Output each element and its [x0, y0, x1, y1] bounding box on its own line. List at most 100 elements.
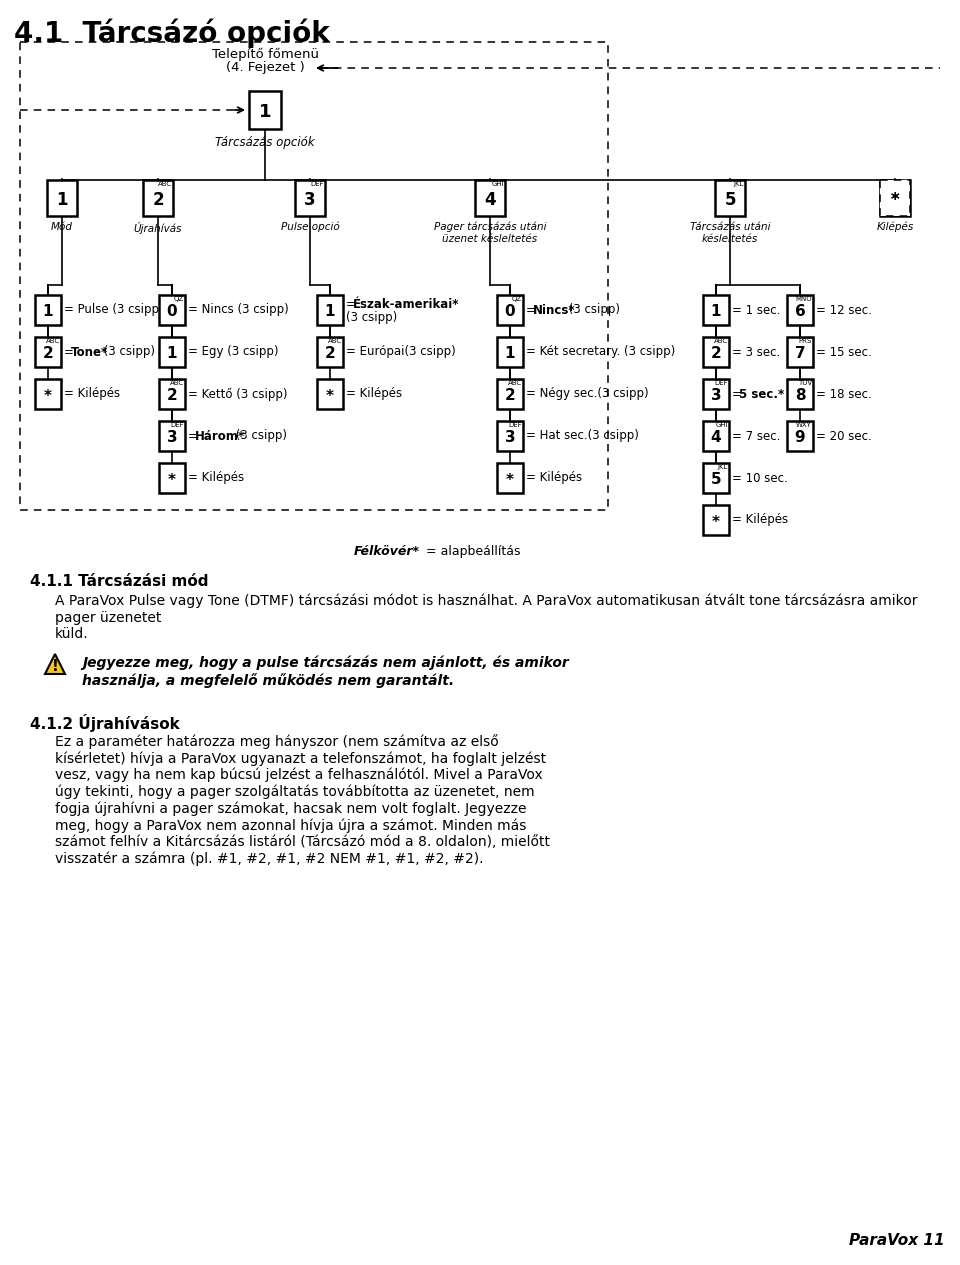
Text: = 3 sec.: = 3 sec.: [732, 345, 780, 358]
Bar: [787, 295, 813, 325]
Text: = Pulse (3 csipp): = Pulse (3 csipp): [64, 304, 163, 316]
Text: = 7 sec.: = 7 sec.: [732, 430, 780, 443]
Bar: [35, 380, 61, 409]
Bar: [295, 180, 325, 216]
Bar: [317, 336, 343, 367]
Text: 1: 1: [324, 305, 335, 320]
Text: 1: 1: [505, 347, 516, 362]
Text: QZ: QZ: [512, 296, 522, 302]
Text: 3: 3: [710, 388, 721, 404]
Text: = 1 sec.: = 1 sec.: [732, 304, 780, 316]
Bar: [497, 380, 523, 409]
Bar: [475, 180, 505, 216]
Text: 8: 8: [795, 388, 805, 404]
Text: (3 csipp): (3 csipp): [100, 345, 155, 358]
Text: 0: 0: [505, 305, 516, 320]
Text: (3 csipp): (3 csipp): [346, 310, 397, 324]
Text: = Európai(3 csipp): = Európai(3 csipp): [346, 345, 456, 358]
Text: Telepítő főmenü: Telepítő főmenü: [211, 48, 319, 61]
Text: 3: 3: [167, 430, 178, 445]
Text: 1: 1: [259, 102, 272, 121]
Text: GHI: GHI: [492, 181, 504, 187]
Text: = Négy sec.(3 csipp): = Négy sec.(3 csipp): [526, 387, 649, 401]
Text: 5: 5: [710, 473, 721, 487]
Text: 2: 2: [710, 347, 721, 362]
Text: =: =: [346, 297, 360, 310]
Bar: [703, 421, 729, 452]
Bar: [880, 180, 910, 216]
Text: üzenet késleltetés: üzenet késleltetés: [443, 234, 538, 244]
Text: 2: 2: [153, 191, 164, 209]
Text: 3: 3: [505, 430, 516, 445]
Bar: [497, 421, 523, 452]
Text: *: *: [891, 191, 900, 209]
Text: = 12 sec.: = 12 sec.: [816, 304, 872, 316]
Text: (3 csipp): (3 csipp): [232, 430, 287, 443]
Text: = alapbeállítás: = alapbeállítás: [422, 545, 520, 558]
Bar: [20, 42, 608, 510]
Text: =: =: [64, 345, 78, 358]
Text: =: =: [188, 430, 202, 443]
Text: PRS: PRS: [799, 338, 812, 344]
Text: = Kilépés: = Kilépés: [64, 387, 120, 401]
Text: 7: 7: [795, 347, 805, 362]
Text: 3: 3: [304, 191, 316, 209]
Text: GHI: GHI: [715, 423, 728, 428]
Text: 1: 1: [57, 191, 68, 209]
Text: *: *: [712, 515, 720, 530]
Text: = Két secretary. (3 csipp): = Két secretary. (3 csipp): [526, 345, 675, 358]
Text: DEF: DEF: [714, 380, 728, 386]
Text: = Kilépés: = Kilépés: [732, 514, 788, 526]
Text: 4.1.1 Tárcsázási mód: 4.1.1 Tárcsázási mód: [30, 574, 208, 589]
Bar: [159, 380, 185, 409]
Bar: [787, 421, 813, 452]
Text: = 18 sec.: = 18 sec.: [816, 387, 872, 401]
Bar: [703, 380, 729, 409]
Text: ABC: ABC: [170, 380, 184, 386]
Text: JKL: JKL: [733, 181, 744, 187]
Text: ABC: ABC: [508, 380, 522, 386]
Text: JKL: JKL: [718, 464, 728, 471]
Text: = Hat sec.(3 csipp): = Hat sec.(3 csipp): [526, 430, 638, 443]
Text: *: *: [506, 473, 514, 487]
Text: =: =: [526, 304, 540, 316]
Bar: [703, 295, 729, 325]
Text: 2: 2: [505, 388, 516, 404]
Text: *: *: [891, 191, 900, 209]
Bar: [703, 336, 729, 367]
Text: Tárcsázás opciók: Tárcsázás opciók: [215, 137, 315, 149]
Text: Pager tárcsázás utáni: Pager tárcsázás utáni: [434, 221, 546, 233]
Text: QZ: QZ: [174, 296, 184, 302]
Text: Tárcsázás utáni: Tárcsázás utáni: [689, 221, 770, 231]
Text: TUV: TUV: [798, 380, 812, 386]
Text: = Kilépés: = Kilépés: [188, 472, 244, 484]
Bar: [787, 336, 813, 367]
Text: ABC: ABC: [46, 338, 60, 344]
Text: *: *: [326, 388, 334, 404]
Bar: [715, 180, 745, 216]
Text: 4: 4: [484, 191, 495, 209]
Text: = 20 sec.: = 20 sec.: [816, 430, 872, 443]
Text: *: *: [168, 473, 176, 487]
Text: 4.1  Tárcsázó opciók: 4.1 Tárcsázó opciók: [14, 18, 329, 48]
Text: Pulse opció: Pulse opció: [280, 221, 340, 233]
Text: = 10 sec.: = 10 sec.: [732, 472, 788, 484]
Text: DEF: DEF: [509, 423, 522, 428]
Text: ABC: ABC: [714, 338, 728, 344]
Text: = 15 sec.: = 15 sec.: [816, 345, 872, 358]
Text: Ez a paraméter határozza meg hányszor (nem számítva az első
kísérletet) hívja a : Ez a paraméter határozza meg hányszor (n…: [55, 734, 550, 865]
Text: Tone*: Tone*: [71, 345, 108, 358]
Text: A ParaVox Pulse vagy Tone (DTMF) tárcsázási módot is használhat. A ParaVox autom: A ParaVox Pulse vagy Tone (DTMF) tárcsáz…: [55, 595, 918, 641]
Text: 2: 2: [167, 388, 178, 404]
Text: 6: 6: [795, 305, 805, 320]
Bar: [880, 180, 910, 216]
Text: Félkövér*: Félkövér*: [354, 545, 420, 558]
Bar: [35, 336, 61, 367]
Text: 2: 2: [42, 347, 54, 362]
Text: 5: 5: [724, 191, 735, 209]
Text: = Nincs (3 csipp): = Nincs (3 csipp): [188, 304, 289, 316]
Bar: [787, 380, 813, 409]
Text: = Kettő (3 csipp): = Kettő (3 csipp): [188, 387, 287, 401]
Text: !: !: [52, 659, 59, 674]
Text: 5 sec.*: 5 sec.*: [739, 387, 784, 401]
